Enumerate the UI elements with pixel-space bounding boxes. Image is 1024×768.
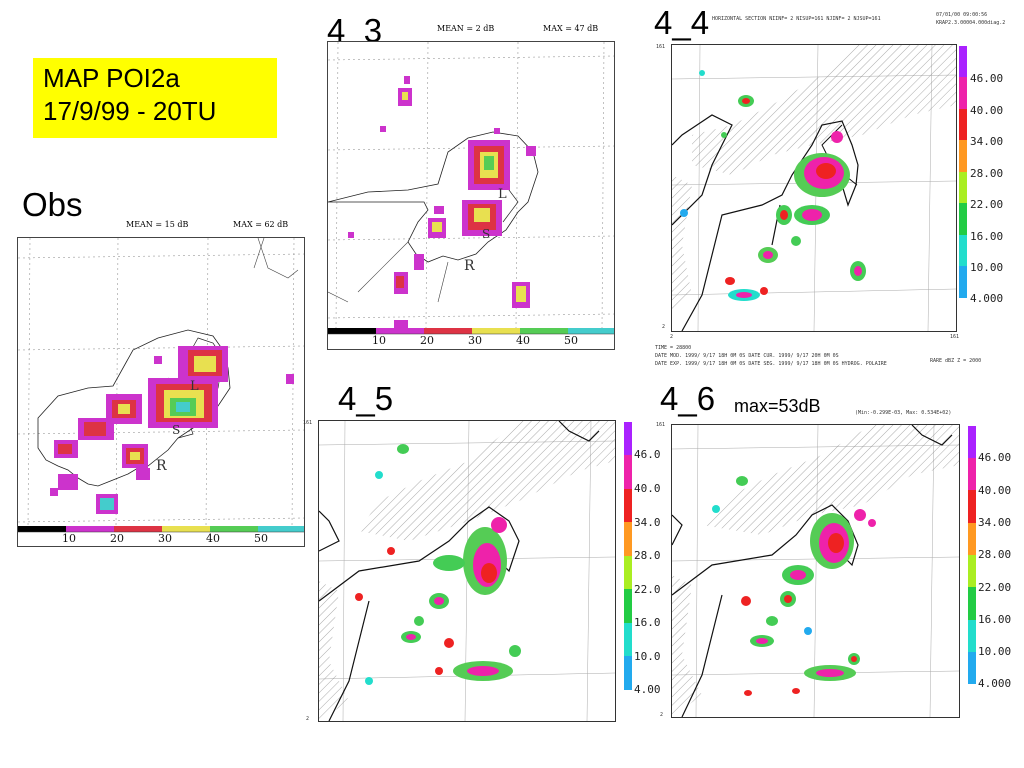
run-4-5-scale-10: 10.0 — [634, 650, 661, 663]
run-4-3-letter-s: S — [482, 227, 490, 241]
obs-label: Obs — [22, 186, 83, 223]
run-4-5-corner-bottom: 2 — [306, 716, 310, 722]
run-4-4-precip-cells — [680, 70, 866, 301]
run-4-4-map — [672, 45, 956, 331]
run-4-5-scale-22: 22.0 — [634, 583, 661, 596]
run-4-5-scale-40: 40.0 — [634, 482, 661, 495]
run-4-3-scale-tick-20: 20 — [420, 334, 434, 347]
run-4-5-precip-cells — [355, 444, 521, 685]
run-4-6-relief-hatch-north — [702, 425, 959, 535]
run-4-4-scale-34: 34.00 — [970, 135, 1004, 148]
run-4-5-label: 4_5 — [338, 380, 394, 417]
run-4-4-scale-28: 28.00 — [970, 167, 1004, 180]
obs-letter-s: S — [172, 423, 180, 437]
obs-scale-tick-10: 10 — [62, 532, 76, 545]
run-4-6-scale-16: 16.00 — [978, 613, 1012, 626]
run-4-3-color-scale — [328, 328, 614, 335]
run-4-6-scale-22: 22.00 — [978, 581, 1012, 594]
run-4-4-corner-bottom-left: 2 — [670, 334, 674, 340]
run-4-4-scale-4: 4.000 — [970, 292, 1004, 305]
run-4-5-scale-46: 46.0 — [634, 448, 661, 461]
run-4-3-letter-l: L — [498, 187, 507, 202]
run-4-6-scale-40: 40.00 — [978, 484, 1012, 497]
run-4-5-corner-top: 161 — [303, 420, 313, 426]
run-4-5-scale-4: 4.00 — [634, 683, 661, 696]
obs-map: L S R — [18, 238, 304, 533]
obs-letter-l: L — [190, 379, 199, 394]
run-4-6-scale-4: 4.000 — [978, 677, 1012, 690]
run-4-4-label: 4_4 — [654, 4, 710, 41]
obs-letter-r: R — [156, 458, 167, 474]
run-4-6-map — [672, 425, 959, 717]
run-4-4-footer-right: RARE dBZ Z = 2000 — [930, 358, 982, 364]
run-4-3-letter-r: R — [464, 258, 475, 274]
run-4-6-relief-hatch-west — [672, 575, 702, 717]
run-4-3-mean-label: MEAN = 2 dB — [437, 24, 495, 33]
title-line-2: 17/9/99 - 20TU — [43, 96, 217, 126]
obs-color-scale — [18, 526, 304, 533]
obs-scale-tick-30: 30 — [158, 532, 172, 545]
run-4-5-scale-28: 28.0 — [634, 549, 661, 562]
run-4-3-scale-tick-50: 50 — [564, 334, 578, 347]
run-4-4-relief-hatch-west — [672, 175, 692, 315]
run-4-4-header-datetime: 07/01/00 09:00:56 — [936, 12, 988, 18]
run-4-4-color-scale — [959, 46, 967, 298]
title-box: MAP POI2a 17/9/99 - 20TU — [33, 58, 277, 138]
run-4-6-scale-10: 10.00 — [978, 645, 1012, 658]
run-4-6-scale-34: 34.00 — [978, 516, 1012, 529]
run-4-6-precip-cells — [712, 476, 876, 696]
title-line-1: MAP POI2a — [43, 63, 180, 93]
run-4-4-corner-bottom-right: 161 — [950, 334, 960, 340]
run-4-4-corner-y: 2 — [662, 324, 666, 330]
run-4-5-map — [319, 421, 615, 721]
run-4-4-scale-46: 46.00 — [970, 72, 1004, 85]
run-4-4-footer-line-2: DATE MOD. 1999/ 9/17 18H 0M 0S DATE CUR.… — [655, 353, 839, 359]
obs-map-panel: L S R 10 20 30 40 50 — [17, 237, 305, 547]
run-4-6-map-panel — [671, 424, 960, 718]
run-4-5-map-panel — [318, 420, 616, 722]
run-4-6-minmax: (Min:-0.299E-03, Max: 0.534E+02) — [855, 410, 952, 416]
run-4-4-scale-22: 22.00 — [970, 198, 1004, 211]
run-4-4-relief-hatch-north — [692, 45, 956, 175]
obs-mean-label: MEAN = 15 dB — [126, 220, 189, 229]
run-4-3-coastline — [328, 131, 539, 263]
run-4-5-relief-hatch-west — [319, 581, 349, 721]
run-4-6-corner-bottom: 2 — [660, 712, 664, 718]
run-4-4-footer-line-1: TIME = 28800 — [655, 345, 692, 351]
run-4-3-map: L S R — [328, 42, 614, 335]
obs-scale-tick-50: 50 — [254, 532, 268, 545]
run-4-3-max-label: MAX = 47 dB — [543, 24, 599, 33]
run-4-6-scale-46: 46.00 — [978, 451, 1012, 464]
run-4-3-land-borders — [328, 241, 449, 303]
run-4-3-map-panel: L S R 10 20 30 40 50 — [327, 41, 615, 350]
run-4-4-scale-40: 40.00 — [970, 104, 1004, 117]
run-4-5-scale-16: 16.0 — [634, 616, 661, 629]
obs-scale-tick-40: 40 — [206, 532, 220, 545]
run-4-4-map-panel — [671, 44, 957, 332]
run-4-6-coastline — [672, 425, 953, 717]
run-4-4-header-text: HORIZONTAL SECTION NIINF= 2 NISUP=161 NJ… — [712, 16, 881, 22]
run-4-5-relief-hatch-north — [359, 421, 615, 541]
run-4-6-max-note: max=53dB — [734, 396, 821, 416]
run-4-4-scale-10: 10.00 — [970, 261, 1004, 274]
run-4-3-scale-tick-40: 40 — [516, 334, 530, 347]
run-4-4-footer-line-3: DATE EXP. 1999/ 9/17 18H 0M 0S DATE SEG.… — [655, 361, 887, 367]
run-4-4-corner-top: 161 — [656, 44, 666, 50]
obs-precip-cells — [50, 346, 294, 514]
run-4-5-color-scale — [624, 422, 632, 690]
run-4-4-header-file: KRAP2.3.00004.000diag.2 — [936, 20, 1006, 26]
run-4-6-label: 4_6 — [660, 380, 716, 417]
run-4-5-scale-34: 34.0 — [634, 516, 661, 529]
run-4-6-scale-28: 28.00 — [978, 548, 1012, 561]
obs-max-label: MAX = 62 dB — [233, 220, 289, 229]
run-4-3-scale-tick-10: 10 — [372, 334, 386, 347]
obs-top-border — [253, 238, 299, 279]
obs-scale-tick-20: 20 — [110, 532, 124, 545]
run-4-5-coastline — [319, 421, 600, 721]
run-4-3-precip-cells — [348, 76, 536, 328]
run-4-6-color-scale — [968, 426, 976, 684]
run-4-6-corner-top: 161 — [656, 422, 666, 428]
run-4-3-scale-tick-30: 30 — [468, 334, 482, 347]
run-4-4-scale-16: 16.00 — [970, 230, 1004, 243]
